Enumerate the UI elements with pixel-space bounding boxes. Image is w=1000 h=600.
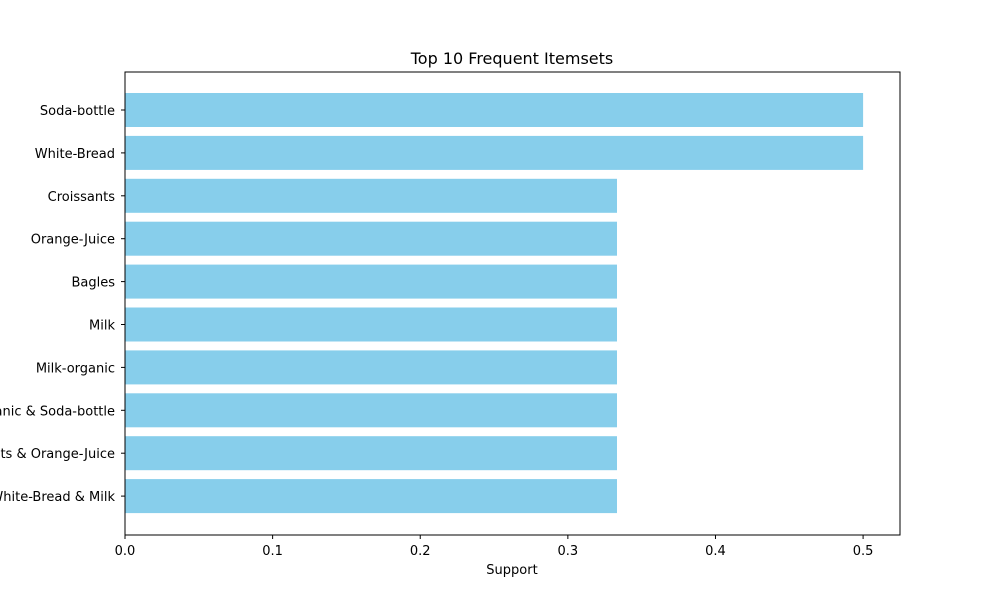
bar xyxy=(125,264,617,299)
x-tick-label: 0.5 xyxy=(853,544,874,559)
y-tick-label: Bagles xyxy=(71,276,115,291)
bar xyxy=(125,307,617,342)
bar xyxy=(125,350,617,385)
bars-layer xyxy=(125,93,864,514)
bar xyxy=(125,178,617,213)
x-tick-label: 0.0 xyxy=(115,544,136,559)
bar xyxy=(125,135,864,170)
y-tick-label: Milk xyxy=(89,319,115,334)
bar xyxy=(125,93,864,127)
y-tick-label: Milk-organic & Soda-bottle xyxy=(0,404,115,419)
x-tick-label: 0.1 xyxy=(262,544,283,559)
plot-frame xyxy=(124,71,901,536)
y-tick-label: Milk-organic xyxy=(36,361,115,376)
x-tick-label: 0.2 xyxy=(410,544,431,559)
bar xyxy=(125,393,617,428)
y-tick-label: Croissants xyxy=(48,190,116,205)
x-tick-label: 0.4 xyxy=(705,544,726,559)
y-tick-label: Croissants & Orange-Juice xyxy=(0,447,115,462)
x-tick-label: 0.3 xyxy=(558,544,579,559)
bar xyxy=(125,436,617,471)
chart-title: Top 10 Frequent Itemsets xyxy=(410,49,614,68)
y-tick-label: Orange-Juice xyxy=(31,233,115,248)
x-axis-title: Support xyxy=(486,563,537,578)
y-tick-label: White-Bread xyxy=(35,147,115,162)
x-axis: 0.0 0.1 0.2 0.3 0.4 0.5 xyxy=(115,535,874,559)
y-tick-label: Soda-bottle xyxy=(40,104,115,119)
y-tick-label: White-Bread & Milk xyxy=(0,490,115,505)
y-axis: Soda-bottle White-Bread Croissants Orange-J… xyxy=(0,104,125,505)
bar xyxy=(125,479,617,514)
bar xyxy=(125,221,617,256)
